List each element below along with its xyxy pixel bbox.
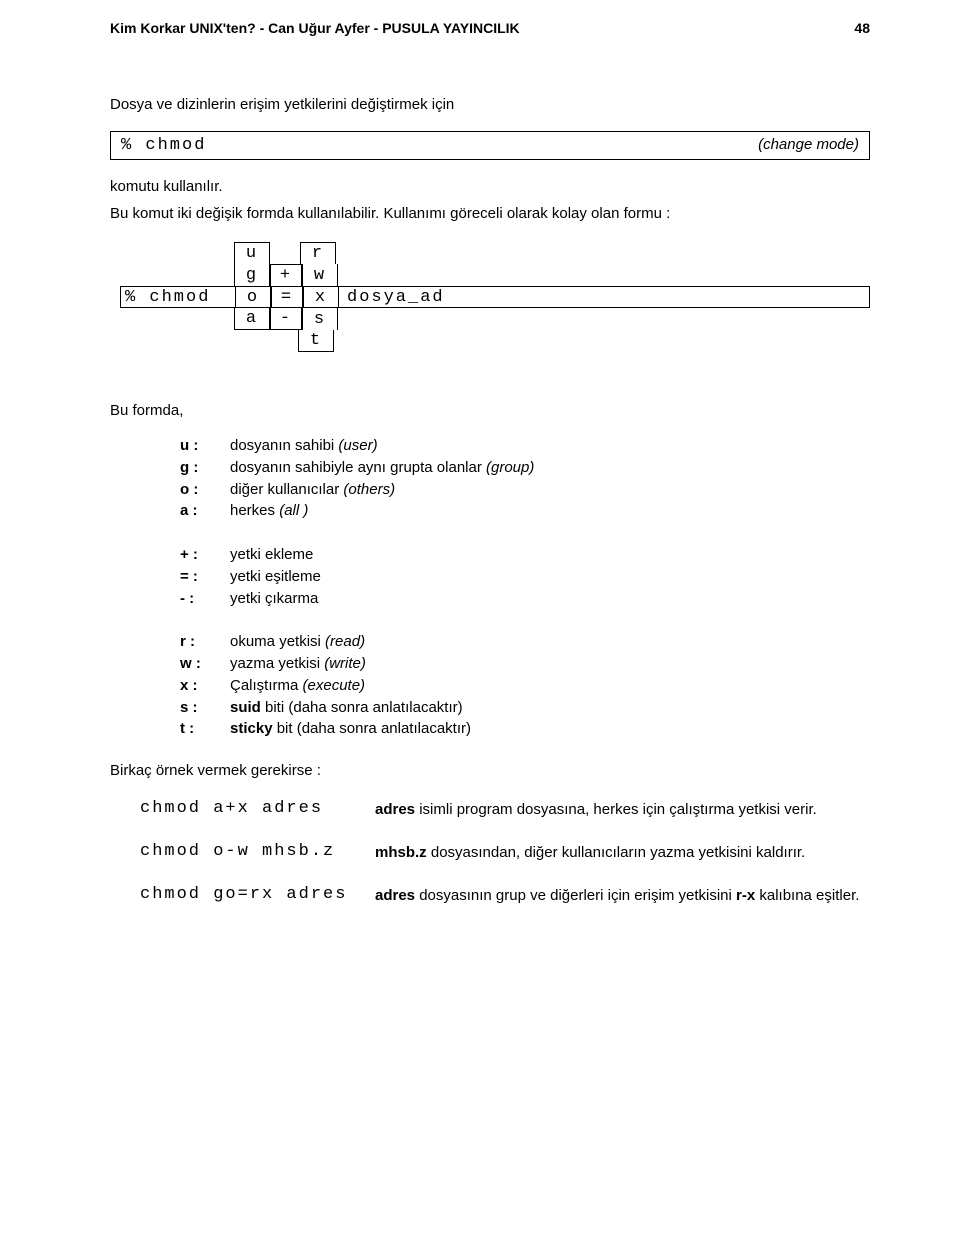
definition-row: t :sticky bit (daha sonra anlatılacaktır…: [180, 718, 870, 740]
definition-value: yetki çıkarma: [230, 588, 870, 610]
definition-row: - :yetki çıkarma: [180, 588, 870, 610]
definition-key: u :: [180, 435, 230, 457]
definition-key: + :: [180, 544, 230, 566]
definition-value: Çalıştırma (execute): [230, 675, 870, 697]
definition-value: yetki ekleme: [230, 544, 870, 566]
perm-w: w: [302, 264, 338, 286]
syntax-filename: dosya_ad: [339, 286, 870, 308]
definition-row: u :dosyanın sahibi (user): [180, 435, 870, 457]
example-description: mhsb.z dosyasından, diğer kullanıcıların…: [375, 842, 870, 863]
definition-value: dosyanın sahibiyle aynı grupta olanlar (…: [230, 457, 870, 479]
definition-row: o :diğer kullanıcılar (others): [180, 479, 870, 501]
syntax-command: % chmod: [120, 286, 235, 308]
definition-row: a :herkes (all ): [180, 500, 870, 522]
definition-key: r :: [180, 631, 230, 653]
definition-key: s :: [180, 697, 230, 719]
page-header: Kim Korkar UNIX'ten? - Can Uğur Ayfer - …: [110, 20, 870, 36]
command-meaning: (change mode): [758, 136, 859, 155]
header-left: Kim Korkar UNIX'ten? - Can Uğur Ayfer - …: [110, 20, 520, 36]
command-name: % chmod: [121, 136, 206, 155]
definition-value: diğer kullanıcılar (others): [230, 479, 870, 501]
who-a: a: [234, 308, 270, 330]
who-u: u: [234, 242, 270, 264]
perm-s: s: [302, 308, 338, 330]
op-eq: =: [271, 286, 303, 308]
after-command-text: komutu kullanılır.: [110, 178, 870, 195]
definitions-perm: r :okuma yetkisi (read)w :yazma yetkisi …: [180, 631, 870, 740]
definition-key: g :: [180, 457, 230, 479]
example-description: adres isimli program dosyasına, herkes i…: [375, 799, 870, 820]
example-row: chmod o-w mhsb.zmhsb.z dosyasından, diğe…: [140, 842, 870, 863]
intro-text: Dosya ve dizinlerin erişim yetkilerini d…: [110, 96, 870, 113]
definitions-who: u :dosyanın sahibi (user)g :dosyanın sah…: [180, 435, 870, 522]
definitions-op: + :yetki ekleme= :yetki eşitleme- :yetki…: [180, 544, 870, 609]
perm-x: x: [303, 286, 339, 308]
op-plus: +: [270, 264, 302, 286]
command-box: % chmod (change mode): [110, 131, 870, 160]
definition-row: x :Çalıştırma (execute): [180, 675, 870, 697]
paragraph-2: Bu komut iki değişik formda kullanılabil…: [110, 205, 870, 222]
example-description: adres dosyasının grup ve diğerleri için …: [375, 885, 870, 906]
page-number: 48: [854, 20, 870, 36]
page: Kim Korkar UNIX'ten? - Can Uğur Ayfer - …: [0, 0, 960, 1257]
definition-value: herkes (all ): [230, 500, 870, 522]
definition-key: w :: [180, 653, 230, 675]
definition-key: a :: [180, 500, 230, 522]
op-minus: -: [270, 308, 302, 330]
examples-intro: Birkaç örnek vermek gerekirse :: [110, 762, 870, 779]
who-g: g: [234, 264, 270, 286]
perm-r: r: [300, 242, 336, 264]
definition-row: + :yetki ekleme: [180, 544, 870, 566]
definition-key: - :: [180, 588, 230, 610]
example-command: chmod o-w mhsb.z: [140, 842, 375, 863]
definition-key: x :: [180, 675, 230, 697]
example-command: chmod go=rx adres: [140, 885, 375, 906]
syntax-diagram: u r g + w % chmod o = x dosya_ad a - s: [120, 242, 870, 352]
definition-row: s :suid biti (daha sonra anlatılacaktır): [180, 697, 870, 719]
definition-key: t :: [180, 718, 230, 740]
example-row: chmod go=rx adresadres dosyasının grup v…: [140, 885, 870, 906]
definition-value: suid biti (daha sonra anlatılacaktır): [230, 697, 870, 719]
definition-value: yetki eşitleme: [230, 566, 870, 588]
definition-row: r :okuma yetkisi (read): [180, 631, 870, 653]
definition-row: g :dosyanın sahibiyle aynı grupta olanla…: [180, 457, 870, 479]
example-row: chmod a+x adresadres isimli program dosy…: [140, 799, 870, 820]
bu-formda: Bu formda,: [110, 402, 870, 419]
definition-value: sticky bit (daha sonra anlatılacaktır): [230, 718, 870, 740]
definition-row: w :yazma yetkisi (write): [180, 653, 870, 675]
examples-block: chmod a+x adresadres isimli program dosy…: [140, 799, 870, 906]
definition-value: okuma yetkisi (read): [230, 631, 870, 653]
example-command: chmod a+x adres: [140, 799, 375, 820]
definition-row: = :yetki eşitleme: [180, 566, 870, 588]
definition-key: = :: [180, 566, 230, 588]
definition-value: yazma yetkisi (write): [230, 653, 870, 675]
definition-value: dosyanın sahibi (user): [230, 435, 870, 457]
perm-t: t: [298, 330, 334, 352]
who-o: o: [235, 286, 271, 308]
definition-key: o :: [180, 479, 230, 501]
